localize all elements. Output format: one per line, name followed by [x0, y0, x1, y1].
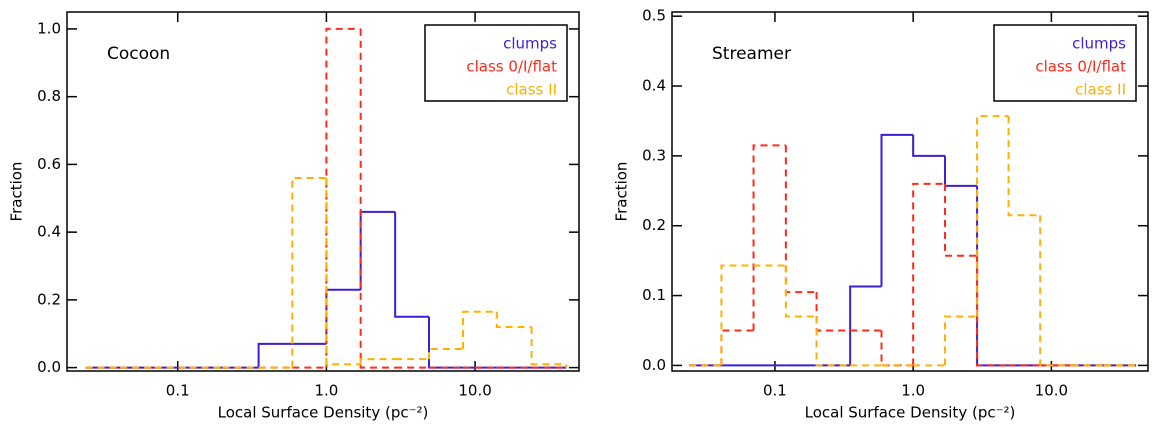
plot-frame [671, 11, 1149, 372]
y-tick-label: 1.0 [37, 19, 61, 37]
legend-label: class 0/I/flat [466, 58, 557, 76]
plot-frame [66, 11, 580, 372]
histogram-step [912, 134, 946, 157]
histogram-step [849, 285, 882, 366]
legend-label: class II [1075, 81, 1126, 99]
histogram-step [912, 182, 946, 366]
x-tick-label: 1.0 [314, 382, 338, 400]
histogram-step [944, 155, 978, 187]
legend-label: class 0/I/flat [1035, 58, 1126, 76]
panel-annotation: Streamer [712, 44, 791, 64]
legend-label: class II [506, 81, 557, 99]
legend-box [993, 24, 1137, 102]
histogram-step [428, 316, 464, 369]
histogram-step [530, 326, 568, 368]
legend-label: clumps [503, 35, 557, 53]
histogram-step [720, 329, 754, 366]
histogram-step [359, 210, 396, 290]
legend-label: clumps [1072, 35, 1126, 53]
histogram-step [752, 144, 786, 331]
histogram-step [462, 310, 497, 349]
histogram-step [428, 347, 464, 360]
histogram-step [291, 176, 327, 368]
x-tick-label: 10.0 [458, 382, 491, 400]
histogram-step [257, 342, 293, 368]
y-tick-label: 0.5 [642, 7, 666, 25]
histogram-step [325, 288, 361, 344]
histogram-step [944, 183, 978, 257]
histogram-step [784, 265, 817, 318]
histogram-step [359, 28, 396, 369]
histogram-step [325, 177, 361, 366]
y-tick-label: 0.0 [642, 356, 666, 374]
histogram-step [1007, 116, 1041, 217]
y-tick-label: 0.2 [37, 290, 61, 308]
x-axis-label: Local Surface Density (pc⁻²) [805, 404, 1016, 422]
histogram-step [815, 316, 851, 367]
histogram-step [495, 311, 532, 328]
panel-annotation: Cocoon [107, 44, 170, 64]
histogram-step [880, 330, 914, 367]
histogram-step [359, 358, 396, 365]
histogram-step [720, 264, 754, 366]
histogram-step [976, 255, 1009, 367]
y-tick-label: 0.3 [642, 146, 666, 164]
y-axis-label: Fraction [613, 162, 631, 222]
histogram-step [1039, 215, 1072, 367]
y-tick-label: 0.0 [37, 358, 61, 376]
y-tick-label: 0.4 [642, 77, 666, 95]
y-tick-label: 0.4 [37, 223, 61, 241]
histogram-step [815, 292, 851, 332]
histogram-step [976, 115, 1009, 317]
y-tick-label: 0.1 [642, 286, 666, 304]
x-tick-label: 0.1 [763, 382, 787, 400]
histogram-step [880, 133, 914, 287]
y-tick-label: 0.6 [37, 155, 61, 173]
histogram-step [325, 27, 361, 368]
histogram-step [976, 185, 1009, 367]
legend-box [424, 24, 568, 102]
histogram-step [944, 315, 978, 366]
x-tick-label: 1.0 [901, 382, 925, 400]
x-tick-label: 0.1 [166, 382, 190, 400]
x-axis-label: Local Surface Density (pc⁻²) [218, 404, 429, 422]
x-tick-label: 10.0 [1035, 382, 1068, 400]
histogram-step [784, 145, 817, 294]
y-tick-label: 0.2 [642, 216, 666, 234]
histogram-step [394, 211, 430, 318]
y-axis-label: Fraction [8, 162, 26, 222]
y-tick-label: 0.8 [37, 87, 61, 105]
